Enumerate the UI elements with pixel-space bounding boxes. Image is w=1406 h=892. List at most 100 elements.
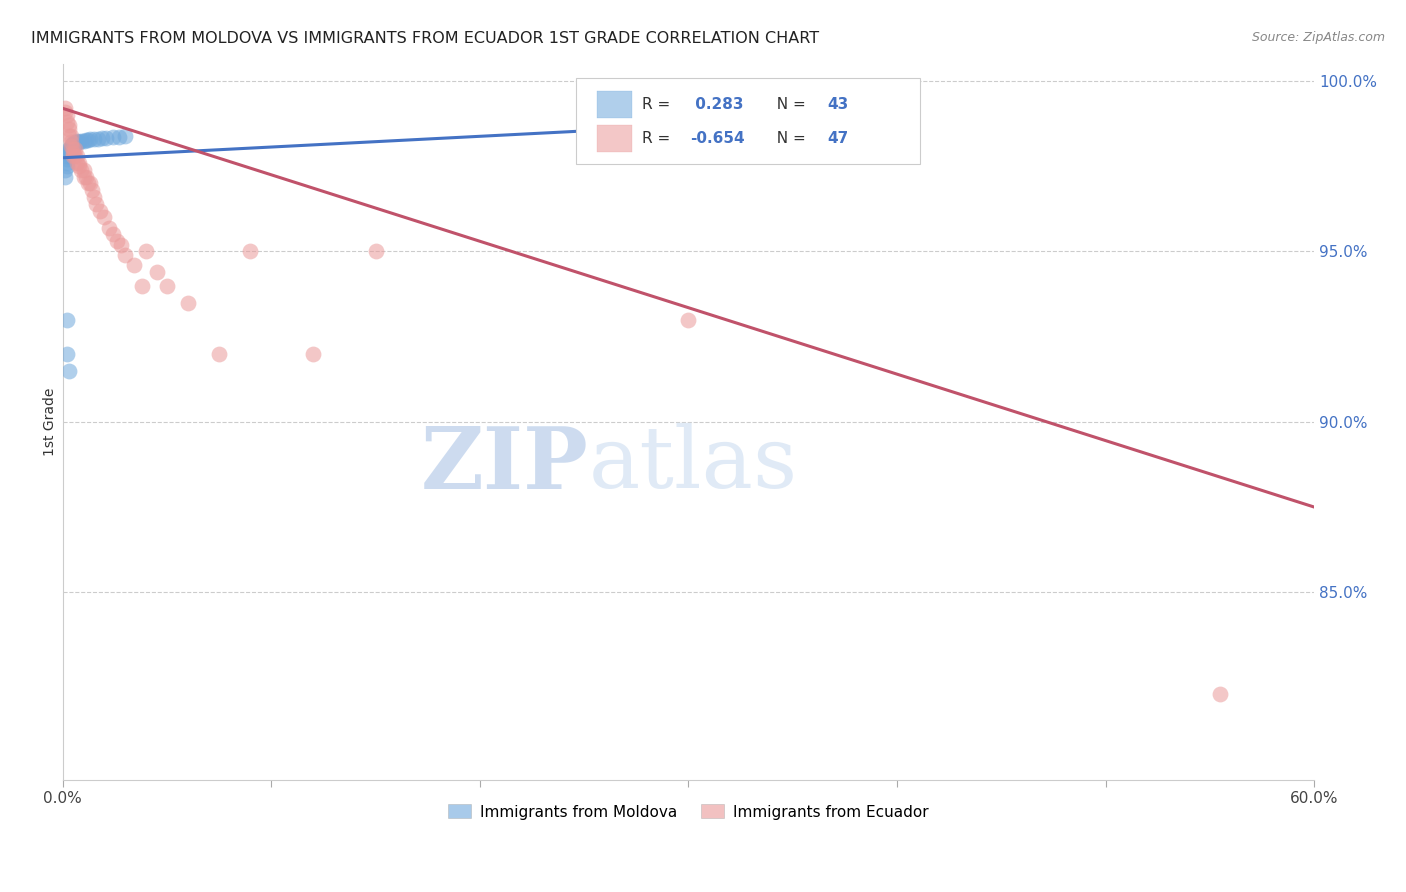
Legend: Immigrants from Moldova, Immigrants from Ecuador: Immigrants from Moldova, Immigrants from…: [443, 798, 935, 826]
Point: [67, 156, 90, 170]
Point: [56, 347, 79, 361]
Point: [58, 121, 80, 136]
Point: [96, 131, 118, 145]
Point: [66, 156, 89, 170]
Point: [83, 190, 105, 204]
Text: R =: R =: [643, 96, 675, 112]
FancyBboxPatch shape: [598, 125, 633, 152]
FancyBboxPatch shape: [575, 78, 920, 164]
Point: [108, 130, 131, 145]
Point: [60, 128, 83, 143]
Point: [63, 149, 86, 163]
Point: [79, 177, 101, 191]
Point: [364, 244, 387, 259]
Point: [66, 149, 89, 163]
Text: IMMIGRANTS FROM MOLDOVA VS IMMIGRANTS FROM ECUADOR 1ST GRADE CORRELATION CHART: IMMIGRANTS FROM MOLDOVA VS IMMIGRANTS FR…: [31, 31, 820, 46]
Point: [53, 104, 76, 119]
Point: [83, 132, 105, 146]
Text: atlas: atlas: [588, 423, 797, 507]
Point: [89, 203, 111, 218]
Point: [110, 237, 132, 252]
Point: [60, 136, 83, 150]
Text: Source: ZipAtlas.com: Source: ZipAtlas.com: [1251, 31, 1385, 45]
Point: [53, 169, 76, 184]
Point: [122, 258, 145, 272]
Point: [56, 115, 79, 129]
Point: [114, 248, 136, 262]
Point: [63, 136, 86, 150]
Point: [58, 364, 80, 378]
Point: [63, 137, 86, 152]
Point: [56, 149, 79, 163]
Point: [58, 147, 80, 161]
Point: [66, 135, 89, 149]
Point: [145, 265, 167, 279]
Point: [131, 278, 153, 293]
Point: [105, 234, 128, 248]
Point: [62, 142, 84, 156]
Point: [177, 295, 200, 310]
Point: [60, 140, 83, 154]
Y-axis label: 1st Grade: 1st Grade: [44, 388, 58, 456]
Point: [62, 149, 84, 163]
Text: R =: R =: [643, 131, 675, 146]
Point: [156, 278, 179, 293]
Point: [75, 169, 97, 184]
Text: 47: 47: [827, 131, 849, 146]
Text: N =: N =: [768, 96, 811, 112]
Point: [75, 133, 97, 147]
Point: [62, 145, 84, 160]
Point: [58, 142, 80, 156]
Point: [70, 134, 93, 148]
Point: [208, 347, 231, 361]
Point: [60, 138, 83, 153]
Point: [76, 133, 98, 147]
Text: N =: N =: [768, 131, 811, 146]
Point: [101, 130, 124, 145]
Point: [60, 142, 83, 156]
Point: [76, 177, 98, 191]
Point: [58, 128, 80, 143]
Point: [87, 132, 110, 146]
Point: [60, 142, 83, 156]
Point: [62, 138, 84, 153]
Point: [66, 136, 89, 150]
Point: [60, 139, 83, 153]
Point: [135, 244, 157, 259]
Point: [91, 131, 114, 145]
Point: [1209, 687, 1232, 701]
Point: [79, 132, 101, 146]
Point: [58, 119, 80, 133]
Point: [62, 138, 84, 153]
Point: [114, 129, 136, 144]
Text: 43: 43: [827, 96, 849, 112]
Point: [53, 162, 76, 177]
Point: [62, 136, 84, 150]
Point: [302, 347, 325, 361]
Point: [101, 227, 124, 242]
Point: [58, 149, 80, 163]
Point: [80, 183, 103, 197]
Point: [67, 159, 90, 173]
Point: [72, 134, 94, 148]
Point: [70, 162, 93, 177]
Point: [97, 220, 120, 235]
Point: [63, 142, 86, 156]
Point: [72, 162, 94, 177]
Point: [58, 145, 80, 160]
Point: [93, 211, 115, 225]
Point: [67, 135, 90, 149]
Text: ZIP: ZIP: [420, 423, 588, 507]
Point: [239, 244, 262, 259]
Point: [63, 136, 86, 150]
Point: [56, 159, 79, 173]
Point: [56, 108, 79, 122]
Point: [84, 196, 107, 211]
FancyBboxPatch shape: [598, 90, 633, 118]
Point: [678, 312, 700, 326]
Point: [53, 101, 76, 115]
Point: [56, 312, 79, 326]
Point: [62, 137, 84, 152]
Point: [58, 144, 80, 158]
Point: [66, 134, 89, 148]
